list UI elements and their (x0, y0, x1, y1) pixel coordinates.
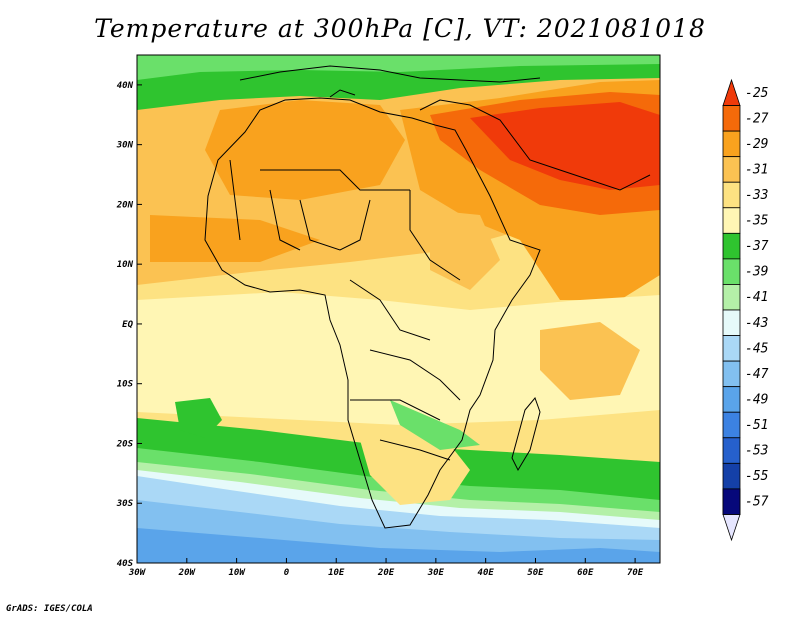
coastlines (204, 65, 651, 529)
colorbar-label: -57 (745, 495, 769, 510)
x-tick-label: 20E (377, 568, 395, 578)
colorbar-swatch (722, 462, 741, 490)
axis-ticks: 30W 20W 10W 0 10E 20E 30E 40E 50E 60E 70E 40N 30N 20N… (116, 81, 644, 578)
colorbar-label: -31 (745, 162, 768, 177)
colorbar-swatch (722, 309, 741, 336)
colorbar-label: -39 (745, 265, 768, 280)
colorbar-swatch (722, 437, 741, 464)
x-tick-label: 10E (328, 568, 345, 578)
colorbar-label: -43 (745, 316, 768, 331)
x-tick-label: 0 (284, 568, 290, 578)
colorbar-swatch (722, 335, 741, 362)
x-tick-label: 40E (478, 568, 495, 578)
colorbar-label: -53 (745, 444, 768, 459)
colorbar-bottom-arrow (722, 514, 741, 542)
colorbar-swatch (722, 386, 741, 413)
x-tick-label: 30W (128, 568, 147, 578)
y-tick-label: 40N (117, 81, 134, 91)
colorbar-swatch (722, 181, 741, 209)
map-frame (136, 54, 661, 564)
colorbar-swatch (722, 488, 741, 515)
x-tick-label: 20W (178, 568, 197, 578)
colorbar-swatch (722, 284, 741, 311)
colorbar-swatch (722, 105, 741, 132)
colorbar-swatch (722, 258, 741, 285)
colorbar-label: -41 (745, 290, 768, 305)
x-tick-label: 70E (627, 568, 644, 578)
colorbar-label: -37 (745, 239, 769, 254)
colorbar-label: -51 (745, 418, 768, 433)
colorbar-label: -55 (745, 469, 769, 484)
x-tick-label: 30E (427, 568, 445, 578)
y-tick-label: 10N (117, 260, 134, 270)
colorbar-label: -35 (745, 214, 769, 229)
colorbar-label: -29 (745, 137, 768, 152)
grads-credit: GrADS: IGES/COLA (6, 604, 93, 614)
temperature-field (137, 55, 660, 563)
colorbar-label: -45 (745, 341, 769, 356)
colorbar-label: -25 (745, 86, 769, 101)
x-tick-label: 10W (228, 568, 246, 578)
colorbar-label: -49 (745, 392, 768, 407)
colorbar-swatch (722, 130, 741, 158)
y-tick-label: 40S (117, 559, 134, 569)
y-tick-label: 20S (116, 439, 134, 449)
y-tick-label: 10S (117, 380, 134, 390)
colorbar-swatch (722, 207, 741, 234)
colorbar-label: -47 (745, 367, 769, 382)
colorbar-label: -27 (745, 111, 769, 126)
y-tick-label: 20N (116, 200, 134, 210)
colorbar-swatch (722, 156, 741, 183)
y-tick-label: 30N (116, 141, 134, 151)
x-tick-label: 50E (527, 568, 544, 578)
x-tick-label: 60E (577, 568, 594, 578)
colorbar-swatch (722, 232, 741, 260)
y-tick-label: EQ (122, 320, 133, 330)
colorbar: -25 -27 -29 -31 -33 -35 -37 -39 -41 -43 -45 -47 -49 -… (722, 78, 769, 542)
colorbar-top-arrow (722, 78, 741, 106)
map-title: Temperature at 300hPa [C], VT: 202108101… (94, 14, 706, 43)
y-tick-label: 30S (116, 499, 134, 509)
colorbar-label: -33 (745, 188, 768, 203)
colorbar-swatch (722, 411, 741, 439)
colorbar-swatch (722, 360, 741, 388)
